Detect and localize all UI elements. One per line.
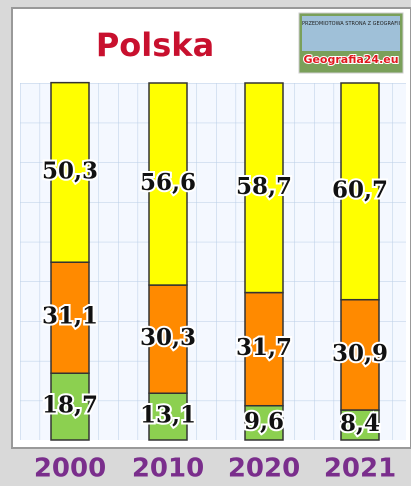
value-label: 31,1	[42, 303, 98, 330]
chart: Polska PRZEDMIOTOWA STRONA Z GEOGRAFII G…	[0, 0, 411, 486]
value-label: 18,7	[42, 392, 98, 419]
value-label: 9,6	[244, 408, 284, 435]
x-tick-label: 2020	[228, 454, 300, 484]
value-label: 13,1	[140, 402, 196, 429]
value-label: 50,3	[42, 157, 98, 184]
page: Polska PRZEDMIOTOWA STRONA Z GEOGRAFII G…	[0, 0, 411, 486]
logo-tagline: PRZEDMIOTOWA STRONA Z GEOGRAFII	[302, 21, 400, 27]
value-label: 56,6	[140, 169, 196, 196]
value-label: 30,3	[140, 324, 196, 351]
value-label: 58,7	[236, 173, 292, 200]
value-label: 30,9	[332, 340, 388, 367]
x-tick-label: 2010	[132, 454, 204, 484]
x-tick-label: 2021	[324, 454, 396, 484]
x-tick-label: 2000	[34, 454, 106, 484]
logo: PRZEDMIOTOWA STRONA Z GEOGRAFII Geografi…	[299, 13, 403, 73]
value-label: 60,7	[332, 176, 388, 203]
value-label: 8,4	[340, 410, 380, 437]
value-label: 31,7	[236, 334, 292, 361]
chart-title: Polska	[96, 26, 214, 64]
logo-site: Geografia24.eu	[303, 53, 398, 66]
